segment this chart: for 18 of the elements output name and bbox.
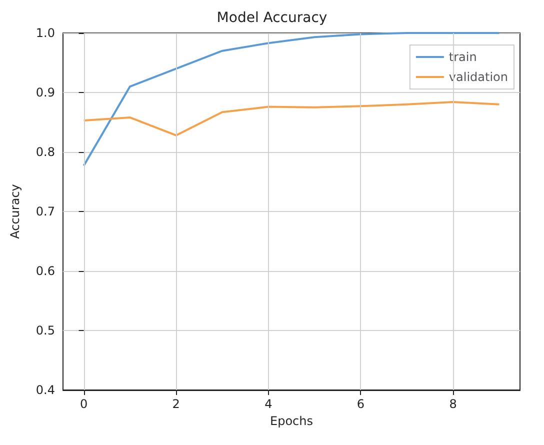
x-tick-label: 6 [356, 397, 365, 411]
x-tick-label: 4 [264, 397, 272, 411]
x-tick-label: 8 [449, 397, 457, 411]
x-tick-label: 2 [172, 397, 180, 411]
y-axis-title: Accuracy [8, 184, 22, 239]
y-tick-label: 0.6 [36, 264, 55, 278]
y-tick-label: 1.0 [36, 26, 55, 40]
y-tick-label: 0.7 [36, 204, 55, 218]
line-series [82, 101, 500, 136]
x-tick-label: 0 [80, 397, 88, 411]
legend-label: validation [448, 70, 508, 84]
legend-label: train [448, 50, 477, 64]
x-axis-title: Epochs [270, 414, 313, 428]
y-tick-label: 0.4 [36, 383, 55, 397]
y-tick-label: 0.8 [36, 145, 55, 159]
y-tick-label: 0.9 [36, 86, 55, 100]
y-tick-label: 0.5 [36, 324, 55, 338]
chart-title: Model Accuracy [216, 10, 328, 26]
